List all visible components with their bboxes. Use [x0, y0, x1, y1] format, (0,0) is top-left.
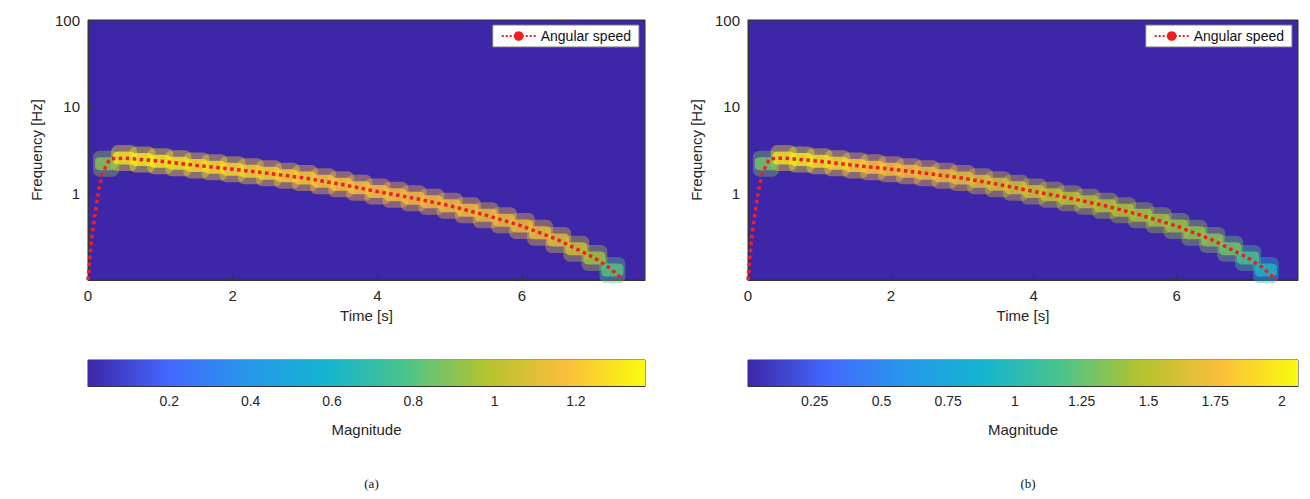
svg-text:2: 2: [1278, 393, 1286, 409]
svg-text:0.25: 0.25: [801, 393, 828, 409]
svg-text:0: 0: [744, 287, 752, 304]
svg-text:1.2: 1.2: [566, 393, 586, 409]
svg-text:Angular speed: Angular speed: [541, 28, 631, 44]
svg-text:Time [s]: Time [s]: [340, 307, 393, 324]
svg-text:1: 1: [1011, 393, 1019, 409]
svg-text:0.5: 0.5: [872, 393, 892, 409]
svg-text:4: 4: [1030, 287, 1038, 304]
svg-text:2: 2: [229, 287, 237, 304]
svg-text:0.75: 0.75: [935, 393, 962, 409]
svg-text:1: 1: [72, 185, 80, 202]
svg-text:Magnitude: Magnitude: [988, 421, 1058, 438]
svg-text:Time [s]: Time [s]: [997, 307, 1050, 324]
svg-text:0.4: 0.4: [241, 393, 261, 409]
svg-text:2: 2: [887, 287, 895, 304]
svg-text:Frequency [Hz]: Frequency [Hz]: [28, 99, 45, 201]
svg-text:(a): (a): [364, 476, 378, 491]
svg-text:1.75: 1.75: [1202, 393, 1229, 409]
svg-text:1.5: 1.5: [1139, 393, 1159, 409]
svg-text:100: 100: [715, 12, 740, 29]
svg-text:6: 6: [1172, 287, 1180, 304]
svg-text:10: 10: [63, 98, 80, 115]
svg-text:1.25: 1.25: [1068, 393, 1095, 409]
svg-text:0.8: 0.8: [404, 393, 424, 409]
svg-text:1: 1: [732, 185, 740, 202]
svg-text:Magnitude: Magnitude: [331, 421, 401, 438]
svg-text:10: 10: [723, 98, 740, 115]
svg-text:0: 0: [84, 287, 92, 304]
svg-text:100: 100: [55, 12, 80, 29]
svg-text:0.2: 0.2: [160, 393, 180, 409]
svg-text:0.6: 0.6: [322, 393, 342, 409]
svg-text:1: 1: [491, 393, 499, 409]
svg-text:(b): (b): [1020, 476, 1035, 491]
svg-text:6: 6: [518, 287, 526, 304]
svg-text:4: 4: [373, 287, 381, 304]
svg-text:Frequency [Hz]: Frequency [Hz]: [688, 99, 705, 201]
svg-text:Angular speed: Angular speed: [1194, 28, 1284, 44]
